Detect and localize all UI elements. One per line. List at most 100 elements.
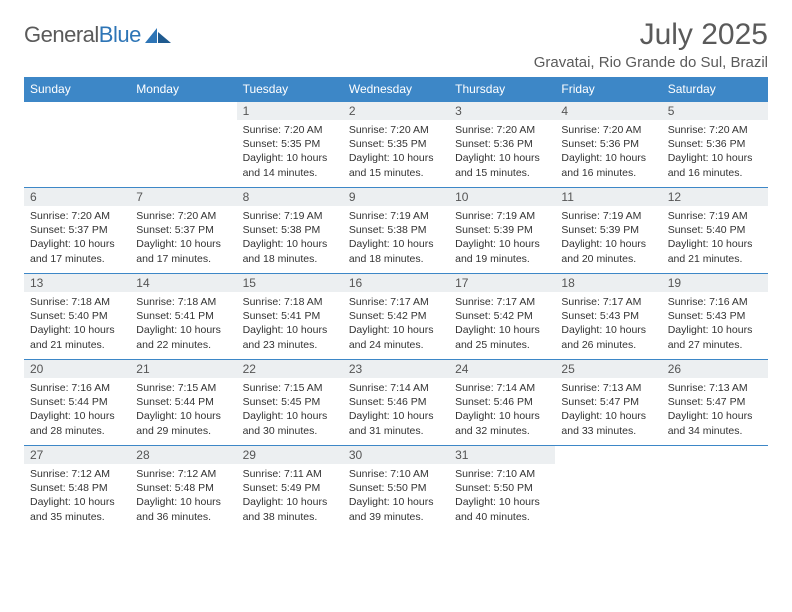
sunrise-text: Sunrise: 7:17 AM: [455, 295, 549, 309]
sunrise-text: Sunrise: 7:19 AM: [455, 209, 549, 223]
weekday-header: Sunday: [24, 77, 130, 102]
weekday-header: Monday: [130, 77, 236, 102]
sunrise-text: Sunrise: 7:15 AM: [243, 381, 337, 395]
day-details: Sunrise: 7:17 AMSunset: 5:42 PMDaylight:…: [343, 292, 449, 356]
day-number: 7: [130, 188, 236, 206]
day-number: 30: [343, 446, 449, 464]
day-details: Sunrise: 7:19 AMSunset: 5:38 PMDaylight:…: [343, 206, 449, 270]
calendar-row: 13Sunrise: 7:18 AMSunset: 5:40 PMDayligh…: [24, 274, 768, 360]
day-details: Sunrise: 7:20 AMSunset: 5:37 PMDaylight:…: [24, 206, 130, 270]
sunrise-text: Sunrise: 7:19 AM: [349, 209, 443, 223]
calendar-cell: 1Sunrise: 7:20 AMSunset: 5:35 PMDaylight…: [237, 102, 343, 188]
sunset-text: Sunset: 5:38 PM: [243, 223, 337, 237]
calendar-cell: 7Sunrise: 7:20 AMSunset: 5:37 PMDaylight…: [130, 188, 236, 274]
daylight-a-text: Daylight: 10 hours: [30, 237, 124, 251]
sunset-text: Sunset: 5:41 PM: [136, 309, 230, 323]
daylight-b-text: and 18 minutes.: [349, 252, 443, 266]
daylight-a-text: Daylight: 10 hours: [243, 323, 337, 337]
sunset-text: Sunset: 5:36 PM: [561, 137, 655, 151]
sunrise-text: Sunrise: 7:18 AM: [136, 295, 230, 309]
daylight-b-text: and 17 minutes.: [136, 252, 230, 266]
calendar-cell: 21Sunrise: 7:15 AMSunset: 5:44 PMDayligh…: [130, 360, 236, 446]
sunrise-text: Sunrise: 7:20 AM: [136, 209, 230, 223]
daylight-b-text: and 24 minutes.: [349, 338, 443, 352]
day-details: Sunrise: 7:18 AMSunset: 5:40 PMDaylight:…: [24, 292, 130, 356]
calendar-row: . . 1Sunrise: 7:20 AMSunset: 5:35 PMDayl…: [24, 102, 768, 188]
daylight-b-text: and 22 minutes.: [136, 338, 230, 352]
daylight-a-text: Daylight: 10 hours: [668, 237, 762, 251]
daylight-a-text: Daylight: 10 hours: [349, 409, 443, 423]
daylight-a-text: Daylight: 10 hours: [668, 409, 762, 423]
daylight-a-text: Daylight: 10 hours: [243, 237, 337, 251]
calendar-cell: 31Sunrise: 7:10 AMSunset: 5:50 PMDayligh…: [449, 446, 555, 532]
day-details: Sunrise: 7:17 AMSunset: 5:43 PMDaylight:…: [555, 292, 661, 356]
daylight-a-text: Daylight: 10 hours: [455, 495, 549, 509]
day-number: 19: [662, 274, 768, 292]
daylight-b-text: and 15 minutes.: [455, 166, 549, 180]
day-details: Sunrise: 7:16 AMSunset: 5:43 PMDaylight:…: [662, 292, 768, 356]
calendar-cell: .: [662, 446, 768, 532]
daylight-b-text: and 27 minutes.: [668, 338, 762, 352]
calendar-cell: 10Sunrise: 7:19 AMSunset: 5:39 PMDayligh…: [449, 188, 555, 274]
day-number: 28: [130, 446, 236, 464]
day-details: Sunrise: 7:10 AMSunset: 5:50 PMDaylight:…: [343, 464, 449, 528]
sunset-text: Sunset: 5:43 PM: [561, 309, 655, 323]
daylight-a-text: Daylight: 10 hours: [243, 409, 337, 423]
daylight-a-text: Daylight: 10 hours: [668, 151, 762, 165]
day-number: 16: [343, 274, 449, 292]
daylight-b-text: and 30 minutes.: [243, 424, 337, 438]
calendar-cell: .: [130, 102, 236, 188]
calendar-row: 20Sunrise: 7:16 AMSunset: 5:44 PMDayligh…: [24, 360, 768, 446]
daylight-b-text: and 26 minutes.: [561, 338, 655, 352]
calendar-cell: 13Sunrise: 7:18 AMSunset: 5:40 PMDayligh…: [24, 274, 130, 360]
sunset-text: Sunset: 5:48 PM: [30, 481, 124, 495]
sunset-text: Sunset: 5:38 PM: [349, 223, 443, 237]
daylight-b-text: and 38 minutes.: [243, 510, 337, 524]
sunset-text: Sunset: 5:46 PM: [455, 395, 549, 409]
day-number: 22: [237, 360, 343, 378]
day-details: Sunrise: 7:15 AMSunset: 5:44 PMDaylight:…: [130, 378, 236, 442]
calendar-cell: 29Sunrise: 7:11 AMSunset: 5:49 PMDayligh…: [237, 446, 343, 532]
daylight-a-text: Daylight: 10 hours: [30, 323, 124, 337]
daylight-b-text: and 34 minutes.: [668, 424, 762, 438]
sunrise-text: Sunrise: 7:17 AM: [349, 295, 443, 309]
sunrise-text: Sunrise: 7:20 AM: [349, 123, 443, 137]
day-number: 12: [662, 188, 768, 206]
sunrise-text: Sunrise: 7:19 AM: [243, 209, 337, 223]
sunset-text: Sunset: 5:35 PM: [243, 137, 337, 151]
day-details: Sunrise: 7:17 AMSunset: 5:42 PMDaylight:…: [449, 292, 555, 356]
sunrise-text: Sunrise: 7:14 AM: [349, 381, 443, 395]
calendar-cell: 23Sunrise: 7:14 AMSunset: 5:46 PMDayligh…: [343, 360, 449, 446]
day-details: Sunrise: 7:20 AMSunset: 5:35 PMDaylight:…: [343, 120, 449, 184]
day-details: Sunrise: 7:20 AMSunset: 5:36 PMDaylight:…: [449, 120, 555, 184]
day-number: 26: [662, 360, 768, 378]
daylight-b-text: and 40 minutes.: [455, 510, 549, 524]
calendar-cell: 14Sunrise: 7:18 AMSunset: 5:41 PMDayligh…: [130, 274, 236, 360]
day-number: 24: [449, 360, 555, 378]
day-number: 23: [343, 360, 449, 378]
day-details: Sunrise: 7:20 AMSunset: 5:36 PMDaylight:…: [662, 120, 768, 184]
day-number: 17: [449, 274, 555, 292]
calendar-cell: 15Sunrise: 7:18 AMSunset: 5:41 PMDayligh…: [237, 274, 343, 360]
calendar-header-row: Sunday Monday Tuesday Wednesday Thursday…: [24, 77, 768, 102]
day-number: 27: [24, 446, 130, 464]
daylight-b-text: and 17 minutes.: [30, 252, 124, 266]
day-details: Sunrise: 7:12 AMSunset: 5:48 PMDaylight:…: [24, 464, 130, 528]
daylight-a-text: Daylight: 10 hours: [455, 151, 549, 165]
weekday-header: Tuesday: [237, 77, 343, 102]
sunrise-text: Sunrise: 7:19 AM: [561, 209, 655, 223]
calendar-row: 27Sunrise: 7:12 AMSunset: 5:48 PMDayligh…: [24, 446, 768, 532]
sunrise-text: Sunrise: 7:16 AM: [668, 295, 762, 309]
day-number: 15: [237, 274, 343, 292]
sunrise-text: Sunrise: 7:20 AM: [243, 123, 337, 137]
day-details: Sunrise: 7:19 AMSunset: 5:39 PMDaylight:…: [449, 206, 555, 270]
logo-sail-icon: [145, 26, 171, 44]
calendar-cell: 4Sunrise: 7:20 AMSunset: 5:36 PMDaylight…: [555, 102, 661, 188]
sunrise-text: Sunrise: 7:18 AM: [30, 295, 124, 309]
day-number: 11: [555, 188, 661, 206]
daylight-b-text: and 19 minutes.: [455, 252, 549, 266]
daylight-a-text: Daylight: 10 hours: [243, 151, 337, 165]
day-details: Sunrise: 7:12 AMSunset: 5:48 PMDaylight:…: [130, 464, 236, 528]
calendar-cell: 28Sunrise: 7:12 AMSunset: 5:48 PMDayligh…: [130, 446, 236, 532]
sunrise-text: Sunrise: 7:12 AM: [30, 467, 124, 481]
